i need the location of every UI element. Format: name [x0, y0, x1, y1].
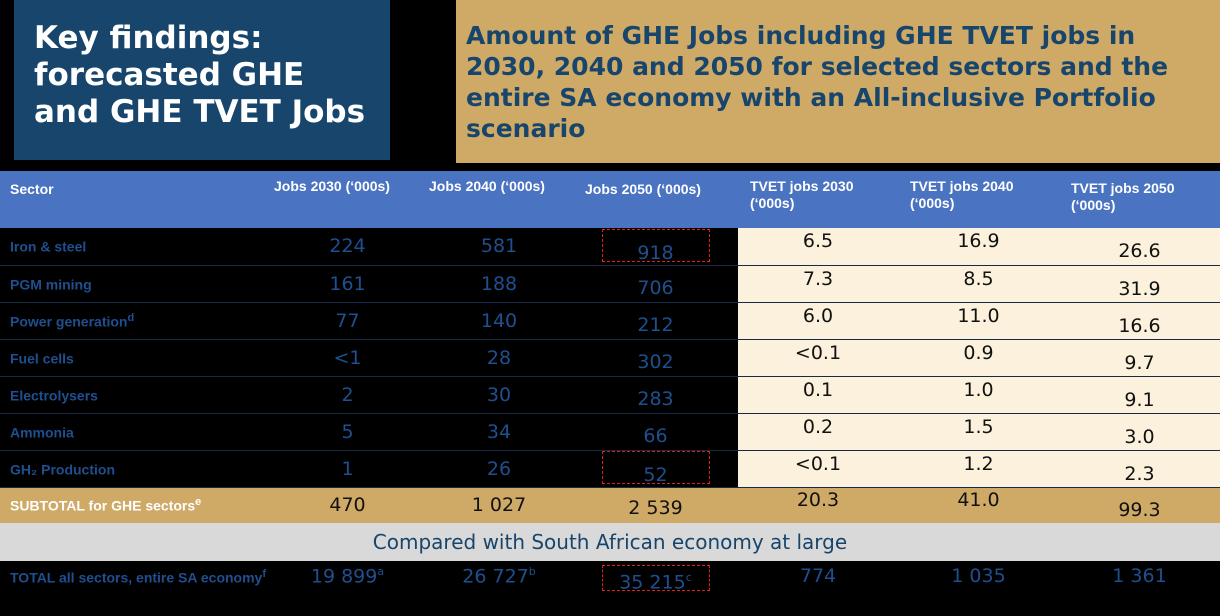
cell-jobs-2050: 66 — [573, 413, 738, 451]
cell-jobs-2050: 283 — [573, 376, 738, 414]
cell-jobs-2050: 52 — [573, 450, 738, 488]
sector-label: Fuel cells — [0, 339, 270, 377]
cell-jobs-2040: 188 — [425, 265, 573, 303]
cell-jobs-2040: 26 — [425, 450, 573, 488]
cell-jobs-2030: 224 — [270, 228, 425, 266]
table-row-power-generation: Power generationd 77 140 212 6.0 11.0 16.6 — [0, 302, 1220, 340]
highlight-box: 918 — [601, 228, 710, 264]
cell-jobs-2040: 34 — [425, 413, 573, 451]
cell-tvet-2040: 1.2 — [898, 450, 1059, 488]
cell-tvet-2050: 16.6 — [1059, 302, 1220, 340]
cell-jobs-2050: 918 — [573, 228, 738, 266]
subtotal-tvet-2050: 99.3 — [1059, 487, 1220, 523]
subtotal-row: SUBTOTAL for GHE sectorse 470 1 027 2 53… — [0, 487, 1220, 523]
header-tvet-2050: TVET jobs 2050 (‘000s) — [1059, 171, 1220, 228]
sector-label: Iron & steel — [0, 228, 270, 266]
cell-tvet-2050: 9.1 — [1059, 376, 1220, 414]
subtotal-jobs-2050: 2 539 — [573, 487, 738, 523]
cell-tvet-2050: 3.0 — [1059, 413, 1220, 451]
table-row-ammonia: Ammonia 5 34 66 0.2 1.5 3.0 — [0, 413, 1220, 451]
cell-tvet-2040: 11.0 — [898, 302, 1059, 340]
cell-tvet-2040: 1.5 — [898, 413, 1059, 451]
cell-tvet-2030: <0.1 — [738, 450, 898, 488]
table-row-electrolysers: Electrolysers 2 30 283 0.1 1.0 9.1 — [0, 376, 1220, 414]
subtotal-jobs-2040: 1 027 — [425, 487, 573, 523]
subtotal-jobs-2030: 470 — [270, 487, 425, 523]
total-tvet-2040: 1 035 — [898, 561, 1059, 616]
cell-tvet-2030: 0.1 — [738, 376, 898, 414]
header-tvet-2030: TVET jobs 2030 (‘000s) — [738, 171, 898, 228]
cell-tvet-2030: 7.3 — [738, 265, 898, 303]
cell-jobs-2040: 140 — [425, 302, 573, 340]
sector-label: Power generationd — [0, 302, 270, 340]
cell-tvet-2030: 6.5 — [738, 228, 898, 266]
header-sector: Sector — [0, 171, 270, 228]
total-label: TOTAL all sectors, entire SA economyf — [0, 561, 270, 616]
highlight-box: 52 — [601, 451, 710, 486]
subtotal-label: SUBTOTAL for GHE sectorse — [0, 487, 270, 523]
header-tvet-2040: TVET jobs 2040 (‘000s) — [898, 171, 1059, 228]
cell-jobs-2030: 5 — [270, 413, 425, 451]
jobs-table: Sector Jobs 2030 (‘000s) Jobs 2040 (‘000… — [0, 171, 1220, 616]
key-findings-title: Key findings: forecasted GHE and GHE TVE… — [14, 0, 390, 160]
highlight-box: 35 215c — [601, 565, 710, 593]
cell-jobs-2050: 302 — [573, 339, 738, 377]
subtotal-tvet-2040: 41.0 — [898, 487, 1059, 523]
total-jobs-2050: 35 215c — [573, 561, 738, 616]
sector-label: Ammonia — [0, 413, 270, 451]
table-title: Amount of GHE Jobs including GHE TVET jo… — [456, 0, 1220, 163]
header-jobs-2050: Jobs 2050 (‘000s) — [573, 171, 738, 228]
cell-jobs-2040: 581 — [425, 228, 573, 266]
total-tvet-2030: 774 — [738, 561, 898, 616]
compare-row: Compared with South African economy at l… — [0, 523, 1220, 561]
cell-tvet-2050: 9.7 — [1059, 339, 1220, 377]
cell-tvet-2040: 8.5 — [898, 265, 1059, 303]
cell-tvet-2050: 2.3 — [1059, 450, 1220, 488]
cell-jobs-2030: <1 — [270, 339, 425, 377]
table-row-gh2-production: GH₂ Production 1 26 52 <0.1 1.2 2.3 — [0, 450, 1220, 488]
subtotal-tvet-2030: 20.3 — [738, 487, 898, 523]
cell-jobs-2040: 30 — [425, 376, 573, 414]
table-row-pgm-mining: PGM mining 161 188 706 7.3 8.5 31.9 — [0, 265, 1220, 303]
cell-jobs-2030: 77 — [270, 302, 425, 340]
header-jobs-2030: Jobs 2030 (‘000s) — [270, 171, 425, 228]
table-header-row: Sector Jobs 2030 (‘000s) Jobs 2040 (‘000… — [0, 171, 1220, 228]
header-jobs-2040: Jobs 2040 (‘000s) — [425, 171, 573, 228]
cell-tvet-2050: 31.9 — [1059, 265, 1220, 303]
sector-label: Electrolysers — [0, 376, 270, 414]
cell-tvet-2050: 26.6 — [1059, 228, 1220, 266]
cell-tvet-2040: 16.9 — [898, 228, 1059, 266]
cell-tvet-2040: 1.0 — [898, 376, 1059, 414]
cell-jobs-2030: 161 — [270, 265, 425, 303]
table-row-fuel-cells: Fuel cells <1 28 302 <0.1 0.9 9.7 — [0, 339, 1220, 377]
sector-label: PGM mining — [0, 265, 270, 303]
compare-label: Compared with South African economy at l… — [0, 523, 1220, 561]
table-row-iron-steel: Iron & steel 224 581 918 6.5 16.9 26.6 — [0, 228, 1220, 266]
cell-jobs-2030: 1 — [270, 450, 425, 488]
cell-tvet-2030: <0.1 — [738, 339, 898, 377]
total-jobs-2030: 19 899a — [270, 561, 425, 616]
cell-tvet-2040: 0.9 — [898, 339, 1059, 377]
total-jobs-2040: 26 727b — [425, 561, 573, 616]
cell-jobs-2040: 28 — [425, 339, 573, 377]
cell-jobs-2050: 706 — [573, 265, 738, 303]
cell-jobs-2030: 2 — [270, 376, 425, 414]
cell-tvet-2030: 0.2 — [738, 413, 898, 451]
total-row: TOTAL all sectors, entire SA economyf 19… — [0, 561, 1220, 616]
total-tvet-2050: 1 361 — [1059, 561, 1220, 616]
cell-jobs-2050: 212 — [573, 302, 738, 340]
cell-tvet-2030: 6.0 — [738, 302, 898, 340]
sector-label: GH₂ Production — [0, 450, 270, 488]
